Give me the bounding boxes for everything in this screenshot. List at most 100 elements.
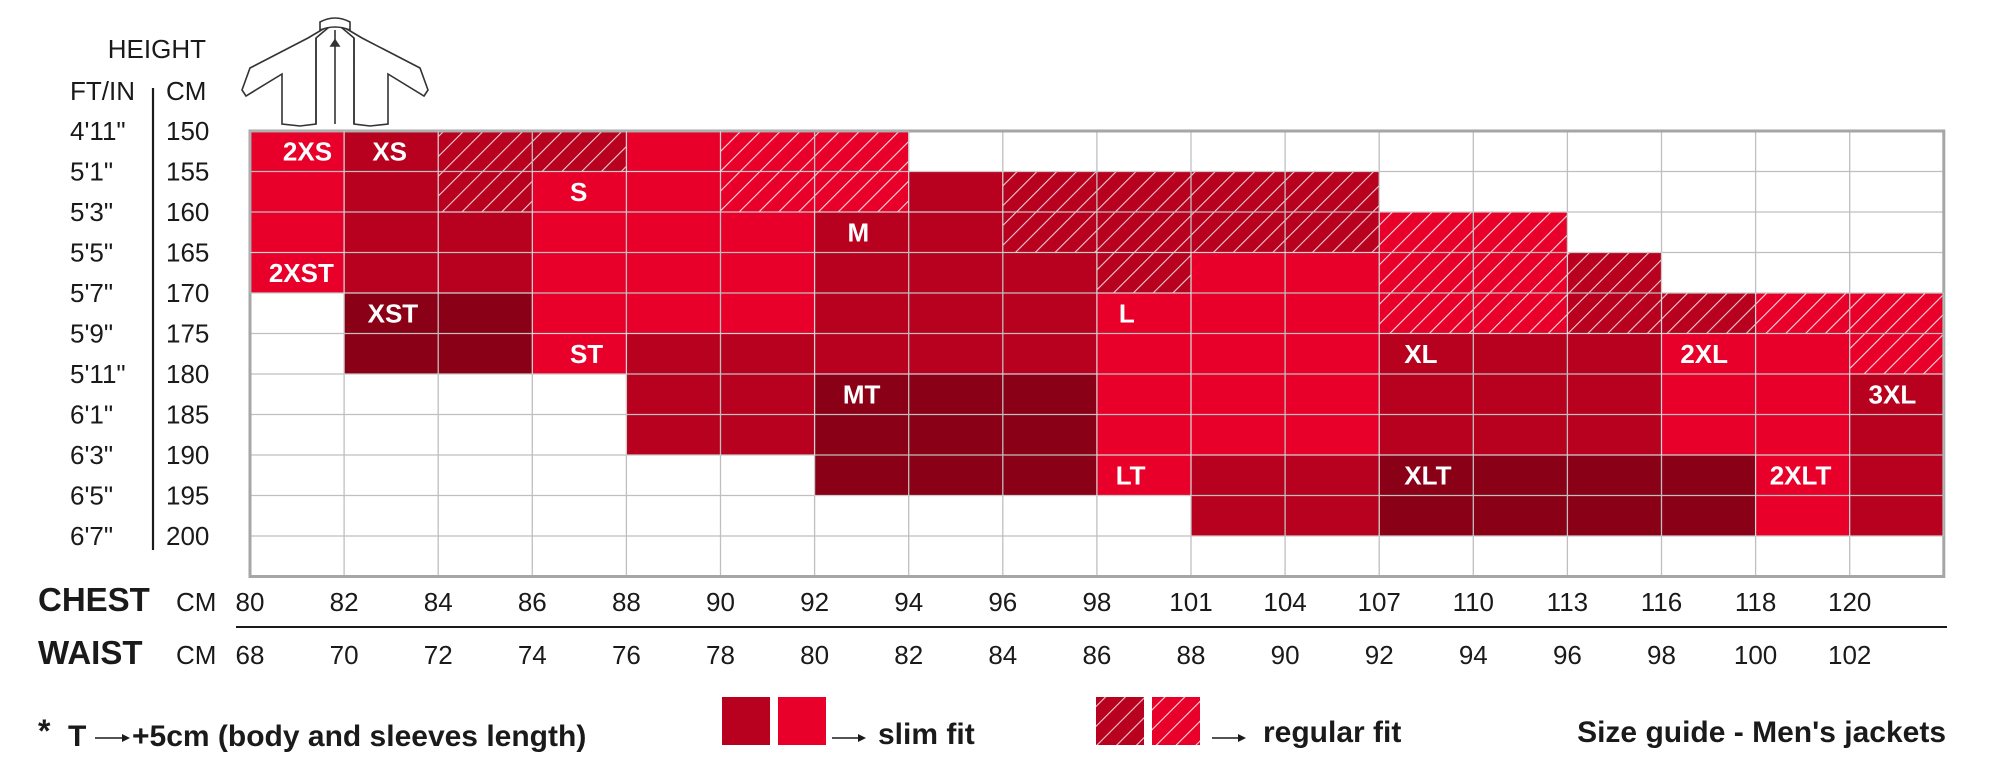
waist-tick: 88: [1177, 640, 1206, 670]
size-label-xst: XST: [368, 298, 419, 328]
chest-tick: 113: [1547, 587, 1588, 617]
size-region-2xl-24: [1661, 293, 1756, 334]
chest-tick: 82: [330, 587, 359, 617]
size-region-m-12: [908, 171, 1003, 212]
size-region-outline: [1849, 373, 1945, 537]
regular-fit-swatch-dark: [1096, 697, 1144, 745]
height-ft-tick: 5'1": [70, 157, 113, 187]
chest-tick: 120: [1828, 587, 1871, 617]
size-label-lt: LT: [1116, 460, 1146, 490]
size-region-outline: [626, 130, 721, 172]
chest-tick: 116: [1641, 587, 1682, 617]
height-cm-tick: 165: [166, 238, 209, 268]
height-ft-tick: 4'11": [70, 116, 126, 146]
size-label-m: M: [848, 217, 870, 247]
ft-header: FT/IN: [70, 76, 135, 106]
height-ft-tick: 5'9": [70, 319, 113, 349]
height-ft-tick: 5'5": [70, 238, 113, 268]
chest-tick: 110: [1453, 587, 1494, 617]
cm-header: CM: [166, 76, 206, 106]
waist-tick: 98: [1647, 640, 1676, 670]
waist-tick: 82: [894, 640, 923, 670]
size-label-xs: XS: [372, 136, 407, 166]
size-region-outline: [531, 171, 815, 334]
size-region-outline: [720, 130, 909, 213]
waist-tick: 76: [612, 640, 641, 670]
chest-tick: 80: [236, 587, 265, 617]
height-ft-tick: 6'7": [70, 521, 113, 551]
chest-tick: 86: [518, 587, 547, 617]
waist-tick: 74: [518, 640, 547, 670]
regular-fit-swatch-light: [1152, 697, 1200, 745]
arrow-right-icon: [832, 734, 866, 742]
size-region-outline: [1002, 171, 1380, 253]
size-label-l: L: [1119, 298, 1135, 328]
height-cm-tick: 190: [166, 440, 209, 470]
size-region-outline: [626, 333, 815, 456]
size-region-outline: [437, 130, 627, 213]
chest-tick: 104: [1263, 587, 1306, 617]
size-region-outline: [1378, 454, 1756, 537]
height-cm-tick: 180: [166, 359, 209, 389]
size-region-outline: [1190, 454, 1380, 537]
height-cm-tick: 155: [166, 157, 209, 187]
size-label-st: ST: [570, 339, 603, 369]
size-region-outline: [531, 333, 627, 375]
height-cm-tick: 175: [166, 319, 209, 349]
height-ft-tick: 6'5": [70, 481, 113, 511]
size-region-s-7: [626, 131, 721, 172]
size-region-lt-18: [1096, 455, 1191, 496]
height-ft-tick: 6'3": [70, 440, 113, 470]
waist-tick: 94: [1459, 640, 1488, 670]
chest-tick: 84: [424, 587, 453, 617]
waist-tick: 102: [1828, 640, 1871, 670]
size-region-outline: [1190, 252, 1380, 456]
chart-title: Size guide - Men's jackets: [1577, 716, 1946, 749]
chest-tick: 90: [706, 587, 735, 617]
slim-fit-swatch-light: [778, 697, 826, 745]
grid: [248, 129, 1946, 578]
chest-tick: 92: [800, 587, 829, 617]
chest-unit: CM: [176, 587, 216, 617]
waist-tick: 96: [1553, 640, 1582, 670]
size-region-outline: [1661, 333, 1850, 456]
height-ft-tick: 6'1": [70, 400, 113, 430]
size-region-outline: [343, 130, 439, 294]
size-region-outline: [1755, 292, 1945, 375]
size-region-2xs-0: [250, 131, 345, 253]
height-cm-tick: 170: [166, 278, 209, 308]
size-region-outline: [1755, 454, 1850, 537]
height-ft-tick: 5'7": [70, 278, 113, 308]
size-region-outline: [1567, 252, 1662, 334]
chest-label: CHEST: [38, 581, 150, 618]
size-label-xlt: XLT: [1404, 460, 1451, 490]
size-label-2xlt: 2XLT: [1770, 460, 1832, 490]
chest-tick: 96: [988, 587, 1017, 617]
size-region-outline: [1096, 252, 1192, 294]
height-ft-tick: 5'3": [70, 197, 113, 227]
waist-tick: 86: [1082, 640, 1111, 670]
chest-tick: 88: [612, 587, 641, 617]
footnote-t: T: [68, 720, 86, 753]
waist-tick: 90: [1271, 640, 1300, 670]
size-label-2xl: 2XL: [1680, 339, 1728, 369]
height-cm-tick: 185: [166, 400, 209, 430]
waist-tick: 70: [330, 640, 359, 670]
waist-tick: 80: [800, 640, 829, 670]
waist-tick: 92: [1365, 640, 1394, 670]
waist-tick: 100: [1734, 640, 1777, 670]
size-region-outline: [814, 373, 1098, 496]
size-label-s: S: [570, 177, 587, 207]
size-label-mt: MT: [843, 379, 881, 409]
size-region-outline: [908, 171, 1004, 213]
height-axis: 4'11" 150 5'1" 155 5'3" 160 5'5" 165 5'7" 170 5'9"…: [70, 116, 209, 551]
chest-tick: 94: [894, 587, 923, 617]
slim-fit-swatch-dark: [722, 697, 770, 745]
size-label-2xst: 2XST: [269, 258, 334, 288]
size-region-outline: [1096, 454, 1192, 496]
height-cm-tick: 160: [166, 197, 209, 227]
height-header: HEIGHT: [108, 34, 206, 64]
size-region-xl-22: [1379, 333, 1662, 455]
height-ft-tick: 5'11": [70, 359, 126, 389]
